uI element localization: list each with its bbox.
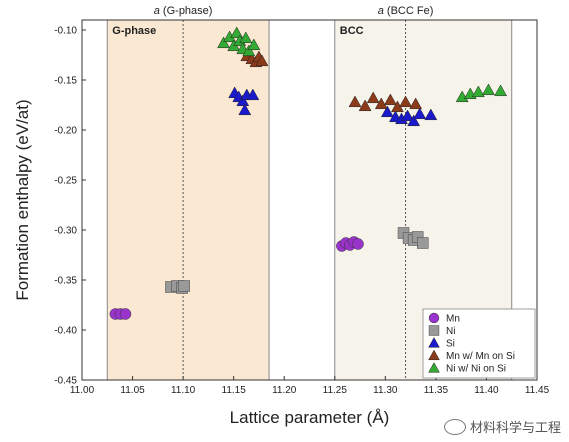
legend-label: Mn: [446, 314, 460, 325]
data-point-triangle: [238, 103, 252, 116]
legend-marker: [428, 325, 440, 336]
x-tick-label: 11.05: [120, 385, 145, 396]
data-point-square: [416, 237, 429, 249]
x-tick-label: 11.20: [272, 385, 297, 396]
y-axis-title: Formation enthalpy (eV/at): [13, 99, 32, 300]
data-point-circle: [352, 238, 364, 250]
data-point-triangle: [409, 97, 423, 110]
y-tick-label: -0.40: [54, 326, 77, 337]
region-label: G-phase: [112, 25, 156, 37]
watermark: 材料科学与工程: [443, 417, 561, 436]
y-tick-label: -0.45: [54, 376, 77, 387]
x-axis-title: Lattice parameter (Å): [230, 408, 390, 427]
data-point-triangle: [383, 93, 397, 106]
wechat-icon: [443, 418, 466, 435]
data-point-triangle: [239, 31, 253, 44]
x-tick-label: 11.30: [373, 385, 398, 396]
legend-label: Si: [446, 339, 455, 350]
data-point-triangle: [482, 83, 495, 96]
watermark-text: 材料科学与工程: [469, 421, 561, 436]
reference-label: a (G-phase): [154, 5, 213, 17]
legend-label: Ni: [446, 326, 455, 337]
data-point-triangle: [401, 109, 415, 122]
data-point-triangle: [358, 99, 372, 112]
data-point-triangle: [246, 88, 260, 101]
x-tick-label: 11.15: [222, 385, 247, 396]
x-tick-label: 11.45: [525, 385, 550, 396]
data-point-triangle: [236, 94, 250, 107]
data-point-triangle: [471, 85, 485, 98]
data-point-triangle: [494, 84, 508, 97]
y-tick-label: -0.35: [54, 276, 77, 287]
legend-box: [422, 308, 536, 379]
x-tick-label: 11.40: [474, 385, 499, 396]
region-label: BCC: [340, 25, 364, 37]
region-0: [106, 19, 270, 381]
data-point-triangle: [348, 95, 362, 108]
data-point-triangle: [255, 54, 269, 67]
legend-marker: [428, 312, 440, 324]
x-tick-label: 11.25: [323, 385, 348, 396]
y-tick-label: -0.15: [54, 76, 77, 87]
data-point-triangle: [374, 97, 388, 110]
y-tick-label: -0.20: [54, 126, 77, 137]
data-point-triangle: [380, 105, 394, 118]
reference-label: a (BCC Fe): [378, 5, 434, 17]
plot-frame: [81, 19, 538, 381]
x-tick-label: 11.10: [171, 385, 196, 396]
y-tick-label: -0.30: [54, 226, 77, 237]
legend-marker: [428, 362, 440, 373]
data-point-triangle: [242, 44, 256, 57]
data-point-triangle: [247, 38, 261, 51]
x-tick-label: 11.00: [70, 385, 95, 396]
data-point-triangle: [399, 95, 412, 108]
data-point-circle: [119, 308, 132, 320]
data-point-triangle: [366, 91, 380, 104]
data-point-triangle: [413, 107, 427, 120]
legend-marker: [428, 337, 440, 348]
data-point-triangle: [424, 108, 438, 121]
legend-label: Mn w/ Mn on Si: [446, 351, 515, 362]
data-point-triangle: [407, 114, 421, 127]
legend-label: Ni w/ Ni on Si: [446, 364, 506, 375]
data-point-triangle: [217, 36, 230, 49]
y-tick-label: -0.10: [54, 26, 77, 37]
y-tick-label: -0.25: [54, 176, 77, 187]
legend-marker: [428, 349, 440, 361]
x-tick-label: 11.35: [424, 385, 449, 396]
data-point-square: [178, 280, 190, 292]
data-point-triangle: [455, 90, 469, 103]
